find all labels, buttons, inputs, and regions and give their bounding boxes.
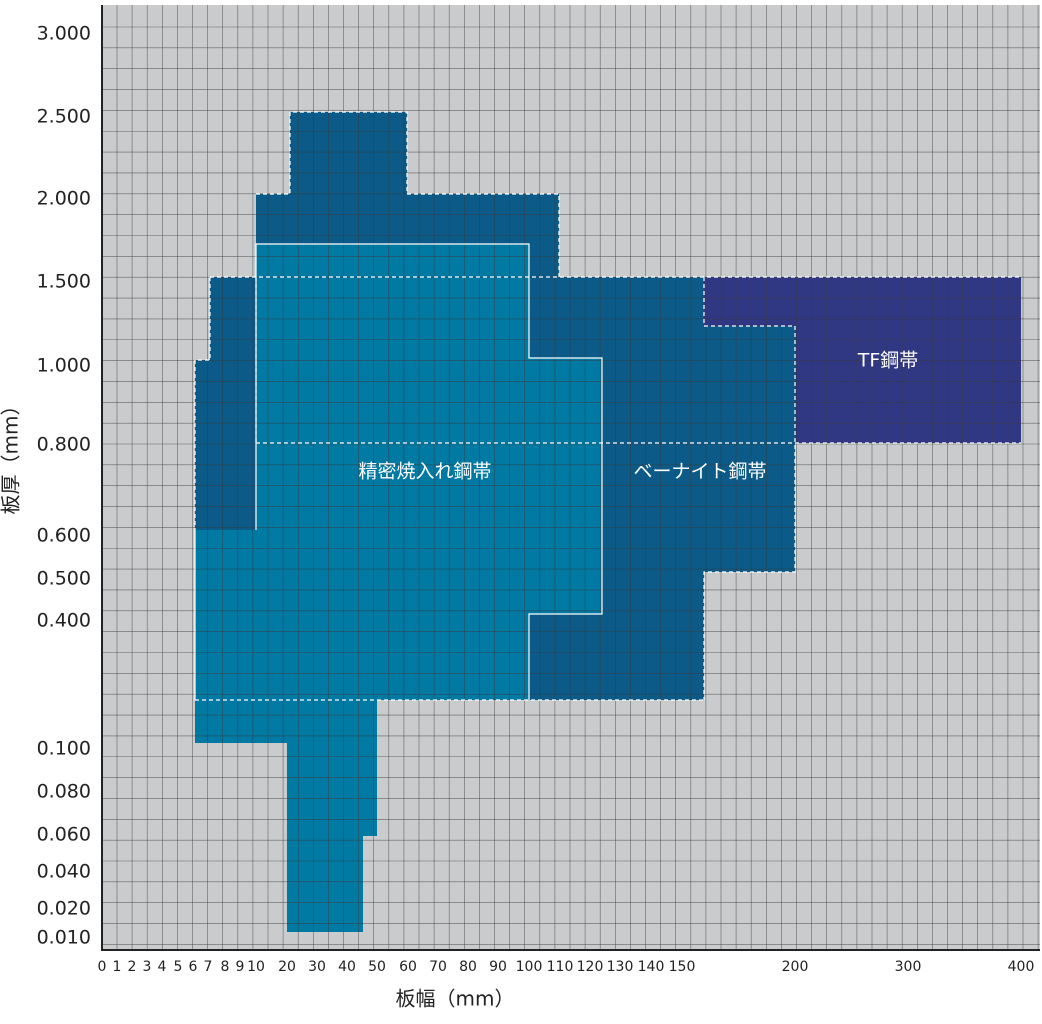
- y-tick-label: 2.500: [37, 106, 91, 128]
- x-tick-label: 8: [221, 959, 230, 975]
- x-tick-label: 90: [489, 959, 507, 975]
- dashed-border: [703, 277, 796, 700]
- region-precision: [195, 244, 602, 932]
- x-tick-label: 7: [204, 959, 213, 975]
- y-tick-label: 0.500: [37, 568, 91, 590]
- x-tick-label: 50: [368, 959, 386, 975]
- x-tick-label: 140: [638, 959, 665, 975]
- y-tick-label: 1.500: [37, 271, 91, 293]
- dashed-border: [194, 277, 211, 530]
- x-tick-label: 2: [128, 959, 137, 975]
- x-tick-label: 80: [459, 959, 477, 975]
- x-tick-label: 60: [399, 959, 417, 975]
- y-axis-title: 板厚（mm）: [0, 396, 23, 515]
- x-tick-label: 4: [158, 959, 167, 975]
- y-tick-label: 0.080: [37, 781, 91, 803]
- region-label: ベーナイト鋼帯: [633, 461, 766, 483]
- x-tick-label: 120: [577, 959, 604, 975]
- x-tick-label: 400: [1008, 959, 1035, 975]
- y-tick-label: 0.100: [37, 738, 91, 760]
- x-tick-label: 70: [429, 959, 447, 975]
- region-borders: [194, 111, 1021, 701]
- x-tick-label: 40: [338, 959, 356, 975]
- x-tick-label: 20: [278, 959, 296, 975]
- region-tf: [704, 277, 1021, 443]
- y-tick-label: 0.800: [37, 434, 91, 456]
- x-tick-label: 10: [247, 959, 265, 975]
- x-tick-label: 1: [113, 959, 122, 975]
- y-tick-label: 1.000: [37, 355, 91, 377]
- x-tick-label: 6: [189, 959, 198, 975]
- x-tick-label: 30: [308, 959, 326, 975]
- x-tick-label: 9: [236, 959, 245, 975]
- x-tick-label: 3: [143, 959, 152, 975]
- x-tick-label: 100: [516, 959, 543, 975]
- y-tick-label: 0.010: [37, 927, 91, 949]
- dashed-border: [256, 111, 560, 277]
- x-tick-label: 300: [895, 959, 922, 975]
- x-tick-label: 130: [607, 959, 634, 975]
- ticks: 0 1 2 3 4 5 6 7 8 9 10 20 30 40 50 60 70 80 90 100 110 120 130…: [37, 23, 1035, 976]
- y-tick-label: 2.000: [37, 188, 91, 210]
- y-tick-label: 0.600: [37, 525, 91, 547]
- y-tick-label: 0.060: [37, 824, 91, 846]
- y-tick-label: 0.400: [37, 610, 91, 632]
- x-tick-label: 150: [669, 959, 696, 975]
- grid: [102, 5, 1040, 950]
- y-tick-label: 0.040: [37, 861, 91, 883]
- region-label: TF鋼帯: [857, 350, 919, 372]
- dashed-borders: [194, 111, 1021, 701]
- region-label: 精密焼入れ鋼帯: [358, 461, 491, 483]
- x-tick-label: 5: [174, 959, 183, 975]
- solid-border: [255, 243, 603, 700]
- y-tick-label: 3.000: [37, 23, 91, 45]
- x-axis-title: 板幅（mm）: [396, 987, 515, 1011]
- x-tick-label: 200: [782, 959, 809, 975]
- y-tick-label: 0.020: [37, 898, 91, 920]
- x-tick-label: 0: [98, 959, 107, 975]
- x-tick-label: 110: [547, 959, 574, 975]
